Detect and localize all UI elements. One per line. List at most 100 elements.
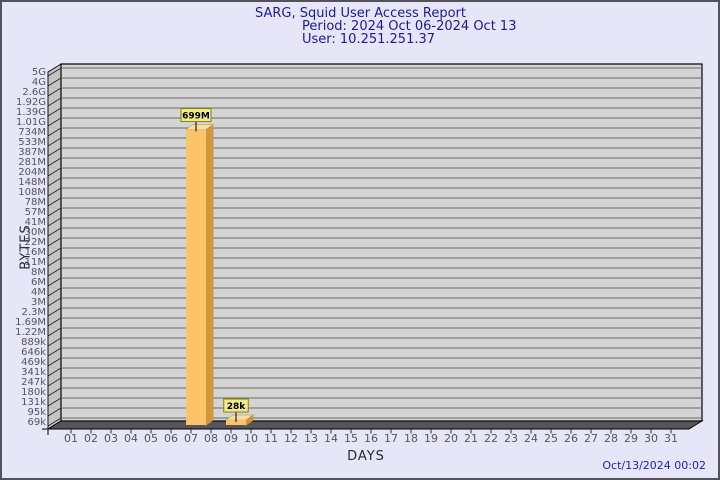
y-tick-label: 69k — [27, 417, 46, 428]
y-tick-label: 11M — [25, 257, 46, 268]
y-tick-mark — [47, 177, 62, 187]
x-tick-label: 30 — [644, 432, 658, 445]
x-tick-label: 04 — [124, 432, 138, 445]
x-tick-label: 19 — [424, 432, 438, 445]
report-user: User: 10.251.251.37 — [302, 32, 436, 47]
y-tick-label: 78M — [25, 197, 46, 208]
y-tick-mark — [47, 117, 62, 127]
bar-day-09-value-label: 28k — [227, 402, 247, 412]
x-tick-label: 07 — [184, 432, 198, 445]
y-tick-mark — [47, 227, 62, 237]
y-tick-label: 16M — [25, 247, 46, 258]
x-tick-label: 02 — [84, 432, 98, 445]
y-tick-label: 341k — [21, 367, 46, 378]
y-tick-mark — [47, 157, 62, 167]
x-tick-label: 05 — [144, 432, 158, 445]
y-tick-label: 8M — [31, 267, 46, 278]
y-tick-label: 247k — [21, 377, 46, 388]
x-tick-label: 28 — [604, 432, 618, 445]
y-tick-label: 387M — [18, 147, 46, 158]
y-tick-mark — [47, 147, 62, 157]
y-tick-label: 3M — [31, 297, 46, 308]
y-tick-label: 6M — [31, 277, 46, 288]
y-tick-label: 1.01G — [16, 117, 46, 128]
y-tick-label: 131k — [21, 397, 46, 408]
y-tick-mark — [47, 207, 62, 217]
y-tick-label: 2.3M — [21, 307, 46, 318]
y-tick-label: 22M — [25, 237, 46, 248]
y-tick-mark — [47, 407, 62, 417]
y-tick-mark — [47, 387, 62, 397]
x-tick-label: 16 — [364, 432, 378, 445]
x-tick-label: 09 — [224, 432, 238, 445]
y-tick-mark — [47, 217, 62, 227]
y-tick-mark — [47, 377, 62, 387]
y-tick-label: 30M — [25, 227, 46, 238]
report-period: Period: 2024 Oct 06-2024 Oct 13 — [302, 19, 517, 34]
y-tick-mark — [47, 247, 62, 257]
y-tick-mark — [47, 337, 62, 347]
x-tick-label: 21 — [464, 432, 478, 445]
bar-day-09-value-box — [223, 398, 249, 413]
x-tick-label: 03 — [104, 432, 118, 445]
y-tick-mark — [47, 397, 62, 407]
y-tick-label: 41M — [25, 217, 46, 228]
x-tick-label: 12 — [284, 432, 298, 445]
x-tick-label: 22 — [484, 432, 498, 445]
x-tick-label: 14 — [324, 432, 338, 445]
x-tick-label: 20 — [444, 432, 458, 445]
bar-day-07-value-label: 699M — [182, 112, 210, 122]
y-tick-label: 533M — [18, 137, 46, 148]
y-tick-mark — [47, 87, 62, 97]
y-tick-label: 889k — [21, 337, 46, 348]
x-tick-label: 31 — [664, 432, 678, 445]
x-tick-label: 17 — [384, 432, 398, 445]
y-tick-label: 469k — [21, 357, 46, 368]
y-tick-label: 646k — [21, 347, 46, 358]
bar-day-07-top — [185, 124, 214, 130]
generated-timestamp: Oct/13/2024 00:02 — [602, 459, 706, 472]
y-tick-label: 4M — [31, 287, 46, 298]
chart-floor — [46, 420, 704, 430]
x-tick-label: 18 — [404, 432, 418, 445]
y-tick-mark — [47, 277, 62, 287]
y-tick-label: 1.39G — [16, 107, 46, 118]
y-tick-mark — [47, 127, 62, 137]
y-tick-mark — [47, 137, 62, 147]
y-tick-mark — [47, 317, 62, 327]
x-tick-label: 01 — [64, 432, 78, 445]
y-tick-label: 281M — [18, 157, 46, 168]
y-tick-mark — [47, 287, 62, 297]
y-tick-label: 2.6G — [22, 87, 46, 98]
bar-day-07 — [186, 129, 206, 425]
y-tick-mark — [47, 97, 62, 107]
report-title: SARG, Squid User Access Report — [255, 6, 466, 21]
y-tick-mark — [47, 107, 62, 117]
x-tick-label: 25 — [544, 432, 558, 445]
x-axis-title: DAYS — [347, 449, 385, 464]
y-tick-label: 57M — [25, 207, 46, 218]
y-tick-label: 148M — [18, 177, 46, 188]
y-tick-label: 95k — [27, 407, 46, 418]
y-tick-mark — [47, 327, 62, 337]
x-tick-label: 11 — [264, 432, 278, 445]
y-tick-label: 180k — [21, 387, 46, 398]
y-tick-label: 1.22M — [15, 327, 46, 338]
y-tick-mark — [47, 267, 62, 277]
y-tick-mark — [47, 347, 62, 357]
bar-day-09 — [226, 420, 246, 425]
y-tick-label: 5G — [32, 67, 46, 78]
x-tick-label: 23 — [504, 432, 518, 445]
y-tick-label: 4G — [32, 77, 46, 88]
y-tick-label: 204M — [18, 167, 46, 178]
bar-day-07-side — [205, 123, 214, 426]
y-tick-mark — [47, 167, 62, 177]
y-tick-label: 108M — [18, 187, 46, 198]
x-tick-label: 10 — [244, 432, 258, 445]
x-tick-label: 08 — [204, 432, 218, 445]
y-tick-mark — [47, 187, 62, 197]
x-tick-label: 27 — [584, 432, 598, 445]
y-tick-label: 1.92G — [16, 97, 46, 108]
